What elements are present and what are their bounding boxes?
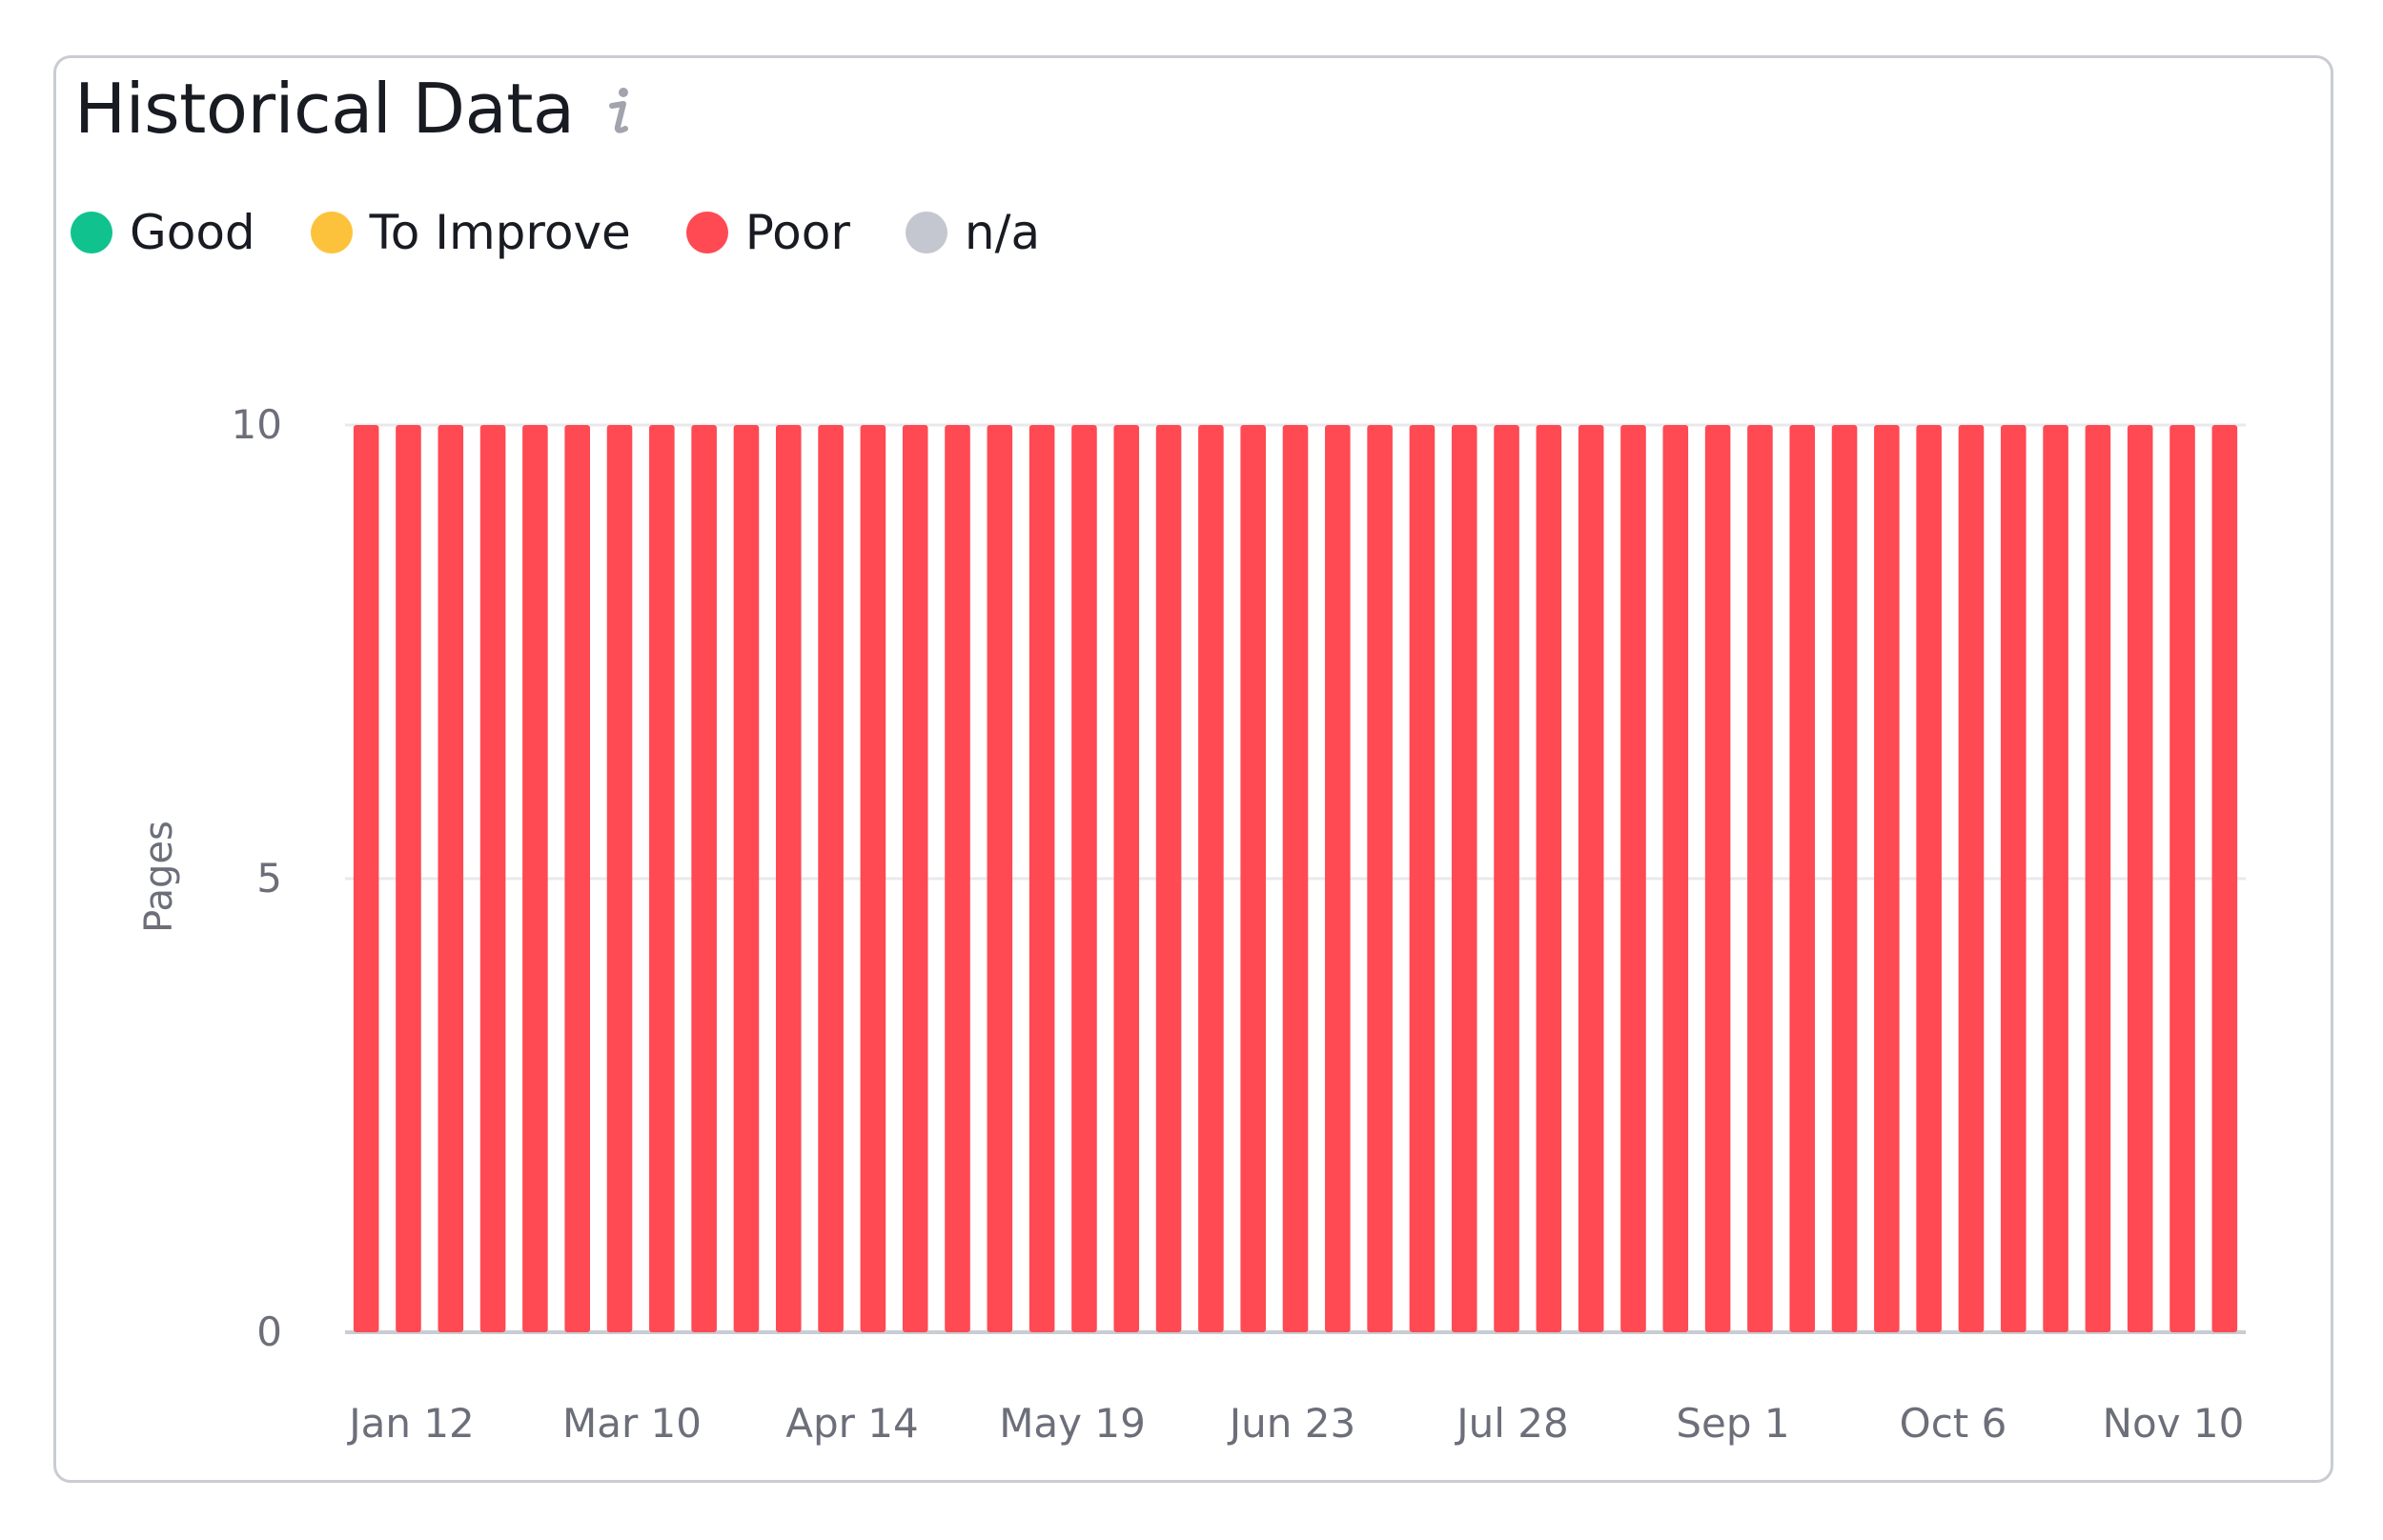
bar-poor[interactable]	[1240, 425, 1266, 1332]
legend-item-good[interactable]: Good	[71, 205, 255, 260]
x-tick-label: Jun 23	[1227, 1400, 1355, 1447]
bar-poor[interactable]	[733, 425, 760, 1332]
y-axis-ticks: 0 5 10	[232, 401, 282, 1355]
bar-poor[interactable]	[1578, 425, 1604, 1332]
bar-poor[interactable]	[1916, 425, 1942, 1332]
bar-poor[interactable]	[396, 425, 421, 1332]
bar-poor[interactable]	[1831, 425, 1858, 1332]
bar-poor[interactable]	[1662, 425, 1689, 1332]
legend-label-na: n/a	[964, 205, 1041, 260]
legend-label-to-improve: To Improve	[369, 205, 631, 260]
card-title: Historical Data	[74, 69, 575, 149]
bar-poor[interactable]	[2211, 425, 2238, 1332]
bar-poor[interactable]	[1494, 425, 1519, 1332]
x-axis-ticks: Jan 12 Mar 10 Apr 14 May 19 Jun 23 Jul 28 Sep …	[346, 1400, 2244, 1447]
bar-poor[interactable]	[2169, 425, 2195, 1332]
bar-poor[interactable]	[353, 425, 379, 1332]
bar-poor[interactable]	[1029, 425, 1055, 1332]
bar-poor[interactable]	[1620, 425, 1646, 1332]
y-tick-label: 5	[256, 855, 282, 902]
bar-poor[interactable]	[691, 425, 717, 1332]
x-tick-label: Mar 10	[562, 1400, 702, 1447]
bar-poor[interactable]	[775, 425, 802, 1332]
legend-label-poor: Poor	[744, 205, 850, 260]
bar-poor[interactable]	[818, 425, 844, 1332]
x-tick-label: Oct 6	[1900, 1400, 2007, 1447]
card-header: Historical Data	[74, 69, 640, 149]
bar-poor[interactable]	[1958, 425, 1985, 1332]
bar-poor[interactable]	[1325, 425, 1351, 1332]
legend-dot-poor	[685, 212, 728, 253]
legend-label-good: Good	[130, 205, 255, 260]
bar-poor[interactable]	[1451, 425, 1477, 1332]
bar-poor[interactable]	[2085, 425, 2111, 1332]
chart-legend: Good To Improve Poor n/a	[71, 205, 1095, 260]
bar-poor[interactable]	[987, 425, 1013, 1332]
bar-poor[interactable]	[1113, 425, 1140, 1332]
bar-poor[interactable]	[1789, 425, 1816, 1332]
bar-poor[interactable]	[945, 425, 970, 1332]
bar-poor[interactable]	[902, 425, 928, 1332]
bar-poor[interactable]	[1747, 425, 1773, 1332]
bar-poor[interactable]	[1155, 425, 1182, 1332]
y-tick-label: 10	[232, 401, 282, 448]
x-tick-label: Apr 14	[785, 1400, 918, 1447]
legend-item-to-improve[interactable]: To Improve	[310, 205, 631, 260]
bar-poor[interactable]	[2127, 425, 2153, 1332]
bar-poor[interactable]	[564, 425, 591, 1332]
x-tick-label: Nov 10	[2103, 1400, 2245, 1447]
x-tick-label: Jul 28	[1454, 1400, 1568, 1447]
bar-poor[interactable]	[1409, 425, 1436, 1332]
y-tick-label: 0	[256, 1308, 282, 1355]
bar-poor[interactable]	[1367, 425, 1393, 1332]
bar-poor[interactable]	[1874, 425, 1900, 1332]
bar-poor[interactable]	[1282, 425, 1309, 1332]
bar-poor[interactable]	[479, 425, 506, 1332]
bar-poor[interactable]	[1704, 425, 1731, 1332]
bar-poor[interactable]	[860, 425, 886, 1332]
bar-poor[interactable]	[649, 425, 675, 1332]
bar-poor[interactable]	[438, 425, 464, 1332]
bar-poor[interactable]	[2000, 425, 2027, 1332]
bar-poor[interactable]	[606, 425, 633, 1332]
y-axis-label: Pages	[137, 821, 181, 933]
legend-item-poor[interactable]: Poor	[685, 205, 850, 260]
bar-poor[interactable]	[1536, 425, 1562, 1332]
bar-poor[interactable]	[1071, 425, 1097, 1332]
x-tick-label: May 19	[999, 1400, 1146, 1447]
bar-poor[interactable]	[2043, 425, 2068, 1332]
bar-poor[interactable]	[522, 425, 548, 1332]
legend-dot-na	[905, 212, 947, 253]
legend-dot-to-improve	[310, 212, 353, 253]
bars	[353, 425, 2238, 1332]
legend-dot-good	[71, 212, 112, 253]
info-icon[interactable]	[601, 77, 640, 146]
legend-item-na[interactable]: n/a	[905, 205, 1041, 260]
historical-data-card	[53, 55, 2333, 1483]
x-tick-label: Jan 12	[346, 1400, 475, 1447]
bar-poor[interactable]	[1198, 425, 1224, 1332]
x-tick-label: Sep 1	[1676, 1400, 1789, 1447]
